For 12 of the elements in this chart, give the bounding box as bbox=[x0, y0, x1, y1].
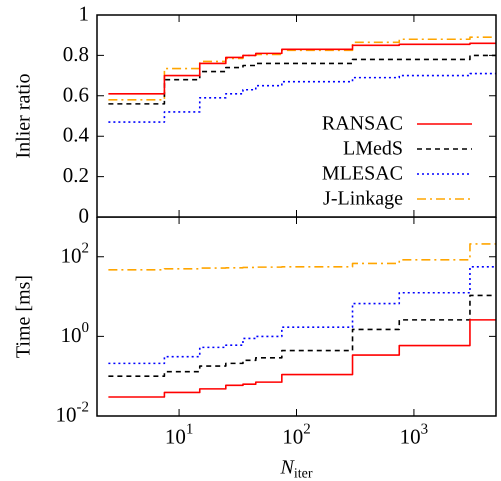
y-tick-label: 0.2 bbox=[62, 163, 89, 188]
y-tick-label: 1 bbox=[78, 2, 89, 26]
y-tick-label: 0.8 bbox=[62, 42, 89, 66]
legend-label: LMedS bbox=[343, 137, 403, 160]
legend-label: J-Linkage bbox=[323, 187, 404, 210]
y-axis-title: Time [ms] bbox=[12, 274, 34, 358]
legend-label: MLESAC bbox=[322, 162, 403, 184]
y-tick-label: 0 bbox=[78, 204, 89, 228]
y-tick-label: 0.4 bbox=[62, 122, 90, 147]
legend-label: RANSAC bbox=[322, 112, 404, 134]
y-axis-title: Inlier ratio bbox=[12, 74, 34, 158]
y-tick-label: 0.6 bbox=[62, 82, 89, 106]
